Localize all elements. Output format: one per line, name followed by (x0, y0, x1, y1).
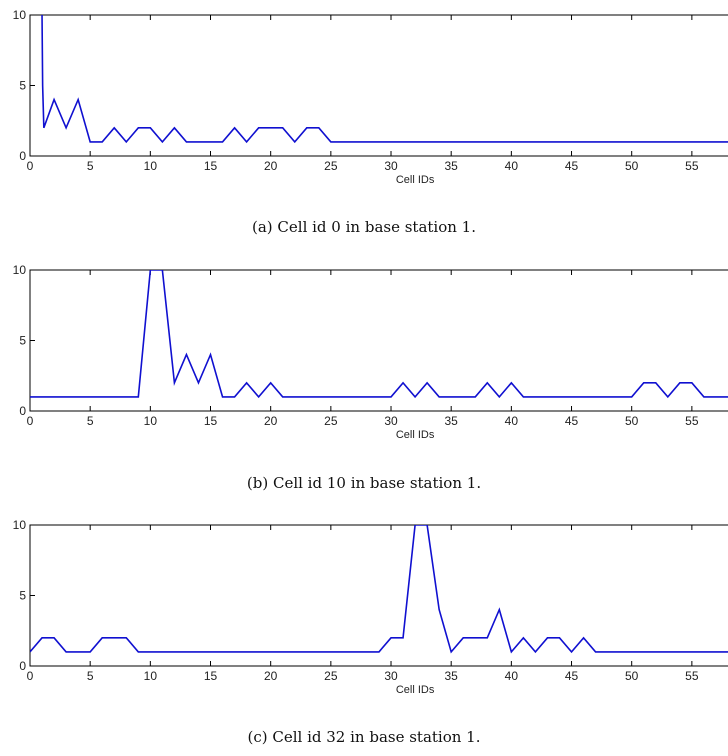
y-tick-label: 0 (19, 659, 26, 673)
x-tick-label: 20 (264, 159, 278, 173)
x-tick-label: 45 (565, 159, 579, 173)
y-tick-label: 0 (19, 149, 26, 163)
caption-c: (c) Cell id 32 in base station 1. (247, 728, 481, 746)
x-tick-label: 5 (87, 414, 94, 428)
x-tick-label: 50 (625, 414, 639, 428)
chart-panel-c: 0 5 10 15 20 25 30 35 40 45 50 55 0 5 10 Cell IDs (c) C… (0, 510, 728, 756)
x-tick-label: 35 (445, 159, 459, 173)
x-tick-label: 35 (445, 414, 459, 428)
y-tick-label: 5 (19, 79, 26, 93)
x-tick-label: 0 (27, 669, 34, 683)
y-tick-label: 10 (13, 8, 27, 22)
series-line (30, 525, 728, 654)
x-tick-label: 0 (27, 159, 34, 173)
x-tick-label: 40 (505, 414, 519, 428)
x-tick-label: 10 (144, 159, 158, 173)
x-tick-label: 55 (685, 414, 699, 428)
line-chart-c: 0 5 10 15 20 25 30 35 40 45 50 55 0 5 10 Cell IDs (13, 518, 728, 696)
x-tick-label: 50 (625, 159, 639, 173)
x-tick-label: 40 (505, 669, 519, 683)
y-tick-label: 10 (13, 518, 27, 532)
x-tick-label: 30 (384, 159, 398, 173)
x-tick-label: 45 (565, 669, 579, 683)
x-tick-label: 5 (87, 159, 94, 173)
line-chart-a: 0 5 10 15 20 25 30 35 40 45 50 55 0 5 10 Cell IDs (13, 8, 728, 186)
line-chart-b: 0 5 10 15 20 25 30 35 40 45 50 55 0 5 10 Cell IDs (13, 263, 728, 441)
chart-panel-b: 0 5 10 15 20 25 30 35 40 45 50 55 0 5 10 Cell IDs (b) C… (0, 255, 728, 505)
caption-a: (a) Cell id 0 in base station 1. (252, 218, 476, 236)
x-tick-label: 45 (565, 414, 579, 428)
x-tick-label: 40 (505, 159, 519, 173)
x-tick-label: 20 (264, 414, 278, 428)
x-tick-label: 10 (144, 414, 158, 428)
y-tick-label: 0 (19, 404, 26, 418)
x-axis-label: Cell IDs (396, 684, 435, 696)
plot-frame (29, 269, 728, 412)
caption-b: (b) Cell id 10 in base station 1. (246, 474, 482, 492)
x-tick-label: 10 (144, 669, 158, 683)
x-tick-label: 55 (685, 159, 699, 173)
x-axis-label: Cell IDs (396, 429, 435, 441)
x-tick-label: 5 (87, 669, 94, 683)
x-tick-label: 20 (264, 669, 278, 683)
x-tick-label: 0 (27, 414, 34, 428)
x-tick-label: 30 (384, 414, 398, 428)
plot-frame (29, 14, 728, 157)
y-tick-label: 10 (13, 263, 27, 277)
x-tick-label: 25 (324, 159, 338, 173)
x-tick-label: 25 (324, 414, 338, 428)
y-tick-label: 5 (19, 334, 26, 348)
x-axis-label: Cell IDs (396, 174, 435, 186)
plot-frame (29, 524, 728, 667)
x-tick-label: 15 (204, 414, 218, 428)
x-tick-label: 25 (324, 669, 338, 683)
x-tick-label: 15 (204, 669, 218, 683)
x-tick-label: 30 (384, 669, 398, 683)
x-tick-label: 35 (445, 669, 459, 683)
y-tick-label: 5 (19, 589, 26, 603)
series-line (30, 270, 728, 399)
x-tick-label: 55 (685, 669, 699, 683)
x-tick-label: 50 (625, 669, 639, 683)
x-tick-label: 15 (204, 159, 218, 173)
chart-panel-a: 0 5 10 15 20 25 30 35 40 45 50 55 0 5 10 Cell IDs (a) C… (0, 0, 728, 250)
series-line (41, 15, 728, 144)
